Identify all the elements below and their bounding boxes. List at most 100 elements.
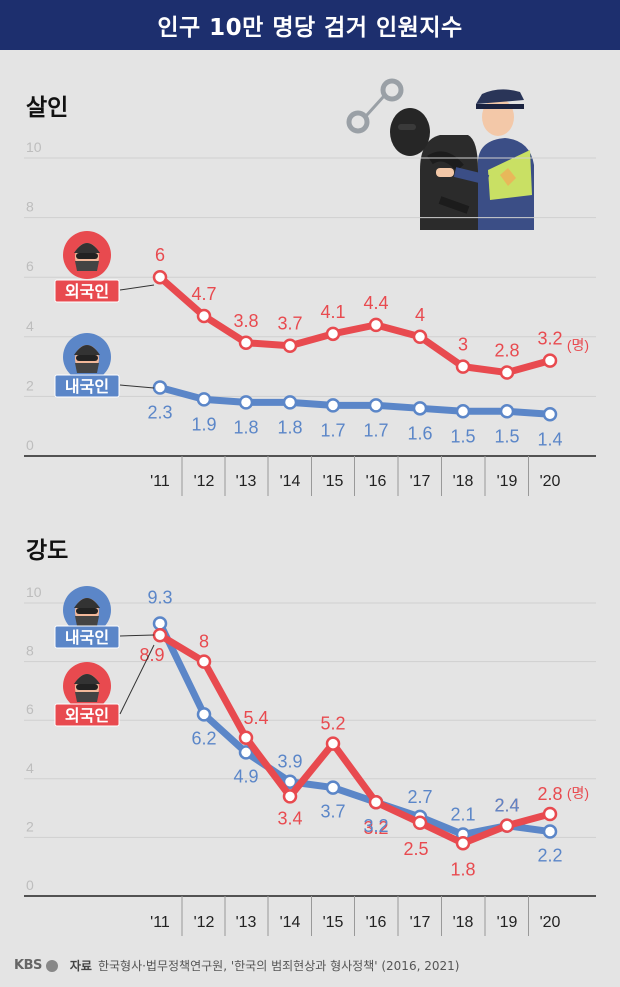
- data-label: 1.8: [450, 859, 475, 879]
- legend-badge-domestic: 내국인: [54, 586, 155, 649]
- data-label: 4: [415, 305, 425, 325]
- police-arrest-illustration: [346, 78, 534, 230]
- y-tick-label: 2: [26, 377, 34, 393]
- police-officer-figure: [436, 89, 534, 230]
- masked-person-icon: [63, 586, 111, 634]
- data-label: 6: [155, 245, 165, 265]
- icon-mask: [76, 355, 98, 361]
- data-label: 3: [458, 335, 468, 355]
- x-tick-label: '12: [194, 473, 215, 490]
- data-point: [542, 407, 558, 422]
- data-label: 3.2: [363, 816, 388, 836]
- legend-connector: [119, 384, 155, 389]
- data-label: 3.2: [363, 818, 388, 838]
- legend-badge-domestic: 내국인: [54, 333, 155, 398]
- legend-connector: [119, 644, 155, 715]
- data-label: 3.7: [320, 802, 345, 822]
- data-point: [455, 404, 471, 419]
- data-label: 2.3: [147, 402, 172, 422]
- legend-box: [54, 703, 120, 727]
- x-tick-label: '20: [540, 914, 561, 931]
- data-label: 5.4: [243, 708, 268, 728]
- data-label: 2.4: [494, 796, 519, 816]
- kbs-logo-icon: [45, 959, 58, 972]
- y-tick-label: 8: [26, 643, 34, 659]
- x-tick-label: '15: [323, 473, 344, 490]
- data-point: [499, 818, 515, 833]
- data-label: 8.9: [139, 645, 164, 665]
- icon-hat: [74, 674, 100, 684]
- data-point: [368, 398, 384, 413]
- data-label: 2.8: [537, 784, 562, 804]
- icon-scarf: [75, 616, 99, 626]
- x-tick-label: '18: [453, 473, 474, 490]
- legend-box: [54, 374, 120, 398]
- icon-hat: [74, 243, 100, 253]
- x-tick-label: '15: [323, 914, 344, 931]
- data-label: 2.5: [403, 839, 428, 859]
- suspect-figure: [390, 108, 478, 230]
- y-tick-label: 4: [26, 760, 34, 776]
- data-label: 1.5: [494, 426, 519, 446]
- data-point: [196, 392, 212, 407]
- masked-person-icon: [63, 662, 111, 710]
- data-point: [542, 353, 558, 368]
- data-point: [325, 398, 341, 413]
- y-tick-label: 6: [26, 258, 34, 274]
- x-tick-label: '11: [150, 914, 170, 931]
- data-point: [325, 736, 341, 751]
- x-tick-label: '16: [366, 914, 387, 931]
- legend-badge-foreign: 외국인: [54, 644, 155, 727]
- icon-mask: [76, 253, 98, 259]
- legend-box: [54, 279, 120, 303]
- x-tick-label: '13: [236, 914, 257, 931]
- data-label: 4.9: [233, 766, 258, 786]
- data-point: [499, 365, 515, 380]
- data-label: 2.4: [494, 796, 519, 816]
- x-tick-label: '14: [280, 473, 301, 490]
- series-line-foreign: [156, 273, 554, 377]
- data-label: 1.8: [233, 417, 258, 437]
- chart-title-robbery: 강도: [26, 538, 69, 564]
- data-point: [282, 789, 298, 804]
- icon-scarf: [75, 261, 99, 271]
- data-label: 2.7: [407, 787, 432, 807]
- data-label: 9.3: [147, 588, 172, 608]
- legend-connector: [119, 634, 155, 637]
- data-point: [325, 326, 341, 342]
- page-title: 인구 10만 명당 검거 인원지수: [0, 0, 620, 50]
- data-point: [238, 730, 254, 746]
- data-label: 4.7: [191, 284, 216, 304]
- data-point: [196, 308, 212, 324]
- data-point: [238, 335, 254, 351]
- data-label: 8: [199, 632, 209, 652]
- handcuffs-icon: [346, 78, 404, 134]
- x-tick-label: '18: [453, 914, 474, 931]
- data-label: 2.8: [494, 341, 519, 361]
- data-point: [325, 780, 341, 795]
- data-point: [238, 395, 254, 410]
- data-point: [455, 836, 471, 851]
- data-point: [152, 269, 168, 285]
- data-label: 6.2: [191, 728, 216, 748]
- kbs-logo: KBS: [14, 958, 42, 973]
- data-point: [282, 395, 298, 410]
- data-point: [282, 338, 298, 353]
- data-point: [542, 806, 558, 822]
- chart-1: 0 2 4 6 8 10 '11 '12 '13 '14 '15 '16 '17 '18 '19 '20 8.9…: [24, 584, 596, 936]
- x-tick-label: '12: [194, 914, 215, 931]
- x-tick-label: '16: [366, 473, 387, 490]
- x-tick-label: '17: [410, 914, 431, 931]
- data-label: 1.4: [537, 429, 562, 449]
- legend-label: 내국인: [65, 378, 109, 396]
- x-tick-label: '11: [150, 473, 170, 490]
- y-tick-label: 10: [26, 139, 42, 155]
- icon-mask: [76, 608, 98, 614]
- data-point: [152, 627, 168, 643]
- y-tick-label: 6: [26, 701, 34, 717]
- y-tick-label: 2: [26, 818, 34, 834]
- x-tick-label: '13: [236, 473, 257, 490]
- icon-scarf: [75, 363, 99, 373]
- icon-mask: [76, 684, 98, 690]
